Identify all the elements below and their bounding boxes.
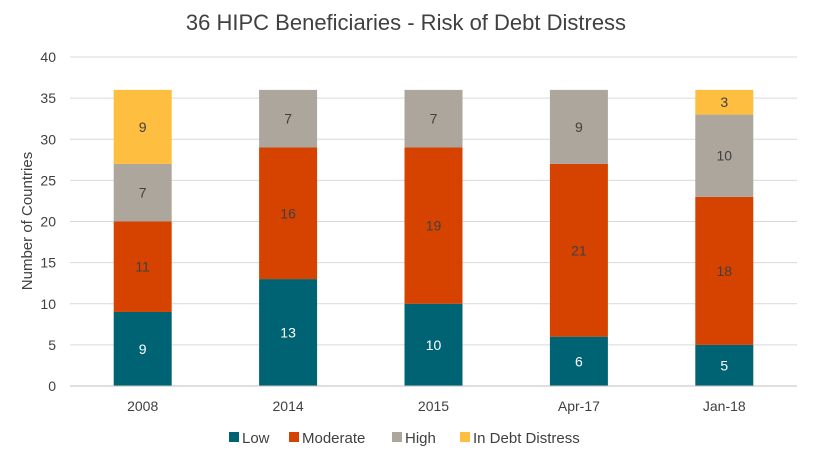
data-label: 16 — [280, 205, 296, 221]
bar-segment — [404, 89, 463, 148]
y-tick-labels: 0 5 10 15 20 25 30 35 40 — [40, 49, 56, 394]
bar-segment — [549, 163, 608, 337]
data-label: 6 — [575, 353, 583, 369]
y-tick-label: 15 — [40, 255, 56, 271]
legend-swatch — [229, 432, 239, 442]
bar-segment — [113, 89, 172, 164]
bar-segment — [113, 221, 172, 312]
bar-segment — [259, 89, 318, 148]
legend-swatch — [460, 432, 470, 442]
data-label: 9 — [575, 119, 583, 135]
y-tick-label: 30 — [40, 131, 56, 147]
y-tick-label: 35 — [40, 90, 56, 106]
data-label: 21 — [571, 242, 587, 258]
data-label: 11 — [135, 259, 150, 275]
bar-segment — [549, 336, 608, 386]
data-label: 9 — [139, 341, 147, 357]
chart-title: 36 HIPC Beneficiaries - Risk of Debt Dis… — [186, 10, 626, 35]
data-label: 7 — [139, 185, 147, 201]
x-tick-label: Apr-17 — [558, 398, 600, 414]
bar-segment — [549, 89, 608, 164]
y-tick-label: 40 — [40, 49, 56, 65]
bar-segment — [404, 147, 463, 304]
bar-segment — [404, 303, 463, 386]
legend: Low Moderate High In Debt Distress — [229, 430, 580, 447]
y-tick-label: 20 — [40, 214, 56, 230]
legend-label: Moderate — [302, 430, 365, 447]
bar-segment — [259, 279, 318, 386]
data-label: 5 — [720, 357, 728, 373]
data-label: 3 — [720, 94, 728, 110]
bar-segment — [113, 311, 172, 386]
y-tick-label: 5 — [48, 337, 56, 353]
bars: 9 11 7 9 13 16 7 10 19 7 6 21 9 5 18 10 3 — [70, 89, 797, 387]
data-label: 7 — [284, 111, 292, 127]
bar-segment — [695, 114, 754, 197]
data-label: 10 — [426, 337, 442, 353]
y-tick-label: 0 — [48, 378, 56, 394]
x-tick-label: 2015 — [418, 398, 449, 414]
legend-swatch — [392, 432, 402, 442]
y-tick-label: 25 — [40, 172, 56, 188]
bar-segment — [695, 344, 754, 386]
bar-segment — [113, 163, 172, 222]
data-label: 18 — [717, 263, 733, 279]
legend-label: In Debt Distress — [473, 430, 580, 447]
data-label: 7 — [430, 111, 438, 127]
data-label: 19 — [426, 218, 442, 234]
legend-label: High — [405, 430, 436, 447]
bar-segment — [259, 147, 318, 280]
bar-segment — [695, 196, 754, 345]
legend-swatch — [289, 432, 299, 442]
data-label: 13 — [280, 325, 296, 341]
legend-label: Low — [242, 430, 270, 447]
y-tick-label: 10 — [40, 296, 56, 312]
data-label: 9 — [139, 119, 147, 135]
data-label: 10 — [717, 148, 733, 164]
x-tick-label: Jan-18 — [703, 398, 746, 414]
x-tick-label: 2014 — [273, 398, 304, 414]
bar-segment — [695, 89, 754, 115]
x-tick-label: 2008 — [127, 398, 158, 414]
y-axis-label: Number of Countries — [19, 152, 36, 290]
x-tick-labels: 2008 2014 2015 Apr-17 Jan-18 — [127, 398, 746, 414]
